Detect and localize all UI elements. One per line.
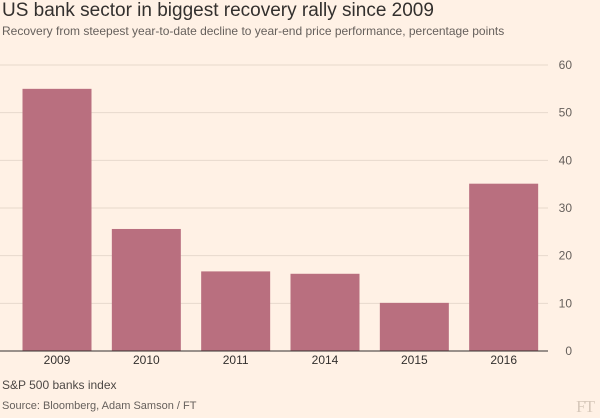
bar-2016 — [469, 183, 539, 351]
bar-2015 — [379, 302, 449, 351]
x-tick-labels: 2009 2010 2011 2014 2015 2016 — [44, 353, 518, 367]
ft-logo: FT — [576, 397, 595, 416]
chart-title: US bank sector in biggest recovery rally… — [2, 0, 434, 21]
index-note: S&P 500 banks index — [2, 378, 117, 392]
y-tick-label: 30 — [559, 201, 573, 215]
x-tick-label: 2014 — [312, 353, 339, 367]
bars — [22, 88, 539, 351]
x-tick-label: 2015 — [401, 353, 428, 367]
y-tick-label: 60 — [559, 58, 573, 72]
bar-2014 — [290, 273, 360, 351]
x-tick-label: 2009 — [44, 353, 71, 367]
y-tick-label: 50 — [559, 106, 573, 120]
bar-2009 — [22, 88, 92, 351]
x-tick-label: 2011 — [223, 353, 249, 367]
bar-2010 — [111, 228, 181, 351]
chart-subtitle: Recovery from steepest year-to-date decl… — [2, 24, 505, 38]
bar-2011 — [201, 271, 271, 351]
x-tick-label: 2016 — [490, 353, 517, 367]
y-tick-labels: 0 10 20 30 40 50 60 — [559, 58, 573, 358]
source-note: Source: Bloomberg, Adam Samson / FT — [2, 400, 197, 412]
y-tick-label: 10 — [559, 296, 573, 310]
y-tick-label: 20 — [559, 249, 573, 263]
x-tick-label: 2010 — [133, 353, 160, 367]
y-tick-label: 0 — [565, 344, 572, 358]
y-tick-label: 40 — [559, 153, 573, 167]
